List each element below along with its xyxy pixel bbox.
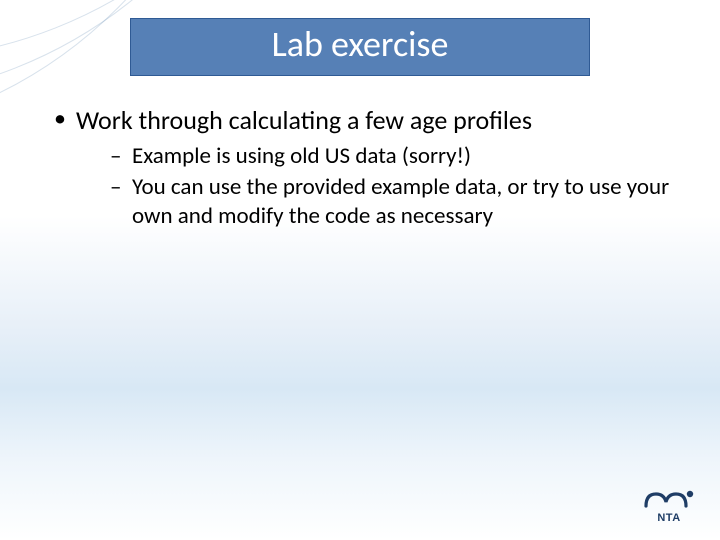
- logo-text: NTA: [642, 512, 696, 524]
- bullet-list-level1: Work through calculating a few age profi…: [36, 104, 690, 231]
- slide-content: Work through calculating a few age profi…: [30, 104, 690, 231]
- bullet-text: You can use the provided example data, o…: [132, 173, 669, 230]
- list-item: You can use the provided example data, o…: [110, 173, 690, 231]
- bullet-text: Example is using old US data (sorry!): [132, 142, 471, 170]
- slide-title: Lab exercise: [141, 25, 579, 65]
- logo: NTA: [642, 484, 696, 524]
- bullet-list-level2: Example is using old US data (sorry!) Yo…: [76, 142, 690, 230]
- slide-container: Lab exercise Work through calculating a …: [0, 0, 720, 540]
- list-item: Work through calculating a few age profi…: [54, 104, 690, 231]
- bullet-text: Work through calculating a few age profi…: [76, 104, 532, 136]
- title-box: Lab exercise: [130, 18, 590, 76]
- logo-icon: [642, 484, 696, 514]
- list-item: Example is using old US data (sorry!): [110, 142, 690, 171]
